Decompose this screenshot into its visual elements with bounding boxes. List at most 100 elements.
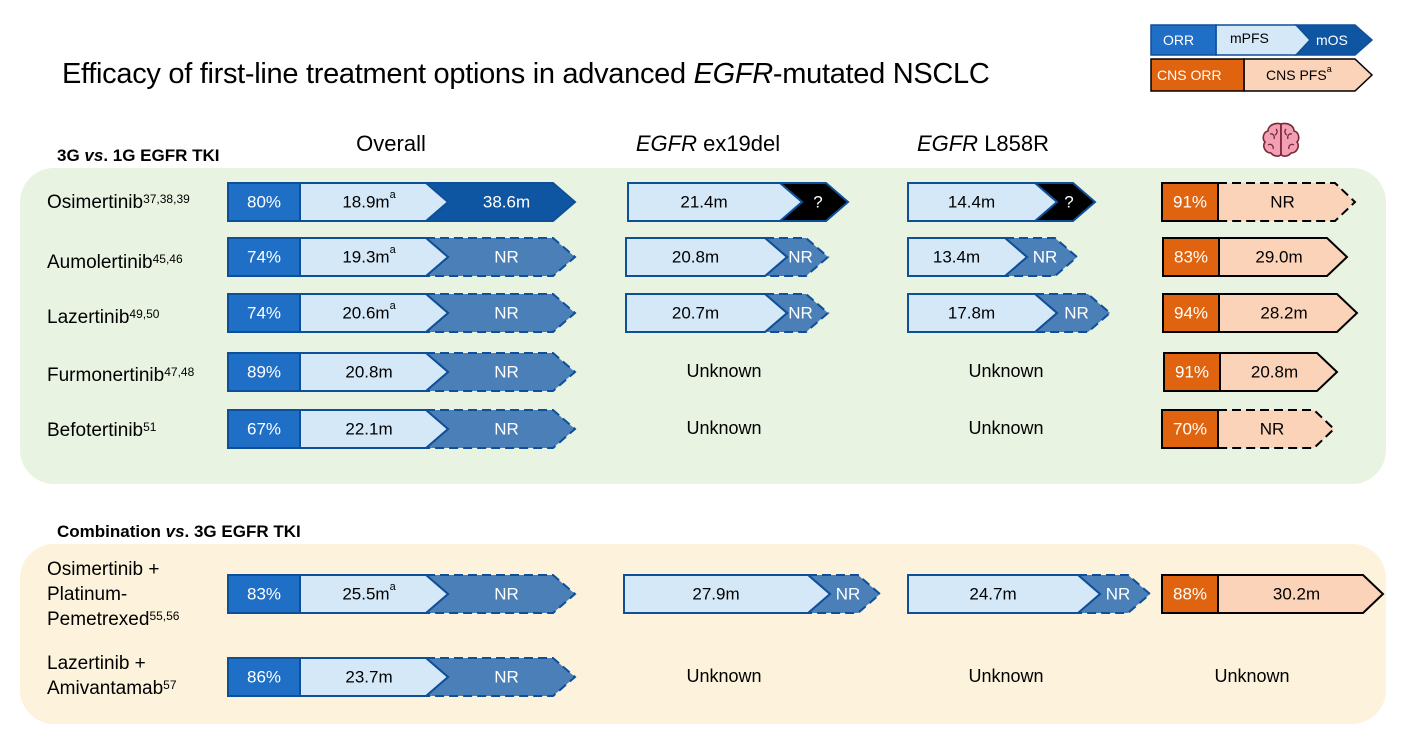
drug-name-line: Platinum- <box>47 583 128 605</box>
cns-pfs-value: 28.2m <box>1260 304 1307 323</box>
mos-value: NR <box>494 668 519 687</box>
unknown-label: Unknown <box>686 418 762 438</box>
drug-name-line: Lazertinib + <box>47 653 146 674</box>
os-value: NR <box>1106 585 1131 604</box>
legend-orr-swatch <box>1150 24 1217 56</box>
unknown-label: Unknown <box>1214 666 1290 686</box>
mpfs-value: 23.7m <box>345 668 392 687</box>
orr-segment <box>227 182 301 222</box>
overall-bar: 86% 23.7m NR <box>227 657 577 697</box>
drug-name-line: Pemetrexed55,56 <box>47 608 180 630</box>
cns-pfs-value: NR <box>1260 420 1285 439</box>
cns-orr-value: 83% <box>1174 248 1208 267</box>
ex19del-bar: 20.8m NR <box>625 237 830 277</box>
l858r-bar: 13.4m NR <box>907 237 1079 277</box>
cns-bar: 91% 20.8m <box>1163 352 1339 392</box>
cns-pfs-value: NR <box>1270 193 1295 212</box>
legend-cns-pfs-label: CNS PFSa <box>1266 64 1332 83</box>
orr-value: 80% <box>247 193 281 212</box>
pfs-segment <box>907 293 1059 333</box>
drug-label: Lazertinib + Amivantamab57 <box>47 651 177 701</box>
reference-superscript: 55,56 <box>149 608 180 623</box>
page-title: Efficacy of first-line treatment options… <box>62 58 990 90</box>
orr-value: 89% <box>247 363 281 382</box>
pfs-segment <box>625 293 789 333</box>
drug-label: Furmonertinib47,48 <box>47 363 194 388</box>
section-label-combination: Combination vs. 3G EGFR TKI <box>57 522 301 541</box>
mos-value: NR <box>494 585 519 604</box>
drug-label: Osimertinib + Platinum- Pemetrexed55,56 <box>47 557 179 632</box>
overall-bar: 83% 25.5ma NR <box>227 574 577 614</box>
mpfs-value: 18.9ma <box>342 189 396 212</box>
pfs-value: 21.4m <box>680 193 727 212</box>
reference-superscript: 57 <box>163 678 177 692</box>
cns-orr-segment <box>1163 352 1221 392</box>
pfs-value: 20.8m <box>672 248 719 267</box>
mpfs-value: 19.3ma <box>342 244 396 267</box>
os-value: NR <box>836 585 861 604</box>
unknown-label: Unknown <box>968 361 1044 381</box>
orr-segment <box>227 237 301 277</box>
overall-bar: 74% 20.6ma NR <box>227 293 577 333</box>
reference-superscript: 49,50 <box>129 306 160 321</box>
mos-value: NR <box>494 420 519 439</box>
ex19del-bar: 20.7m NR <box>625 293 830 333</box>
legend-mos-label: mOS <box>1316 32 1348 48</box>
mpfs-value: 20.6ma <box>342 300 396 323</box>
pfs-value: 14.4m <box>948 193 995 212</box>
pfs-value: 20.7m <box>672 304 719 323</box>
orr-value: 83% <box>247 585 281 604</box>
drug-label: Osimertinib37,38,39 <box>47 190 190 215</box>
cns-orr-segment <box>1161 409 1219 449</box>
pfs-segment <box>627 182 804 222</box>
overall-bar: 74% 19.3ma NR <box>227 237 577 277</box>
os-value: NR <box>1064 304 1089 323</box>
os-value: NR <box>788 248 813 267</box>
brain-icon <box>1262 122 1300 157</box>
cns-bar: 83% 29.0m <box>1162 237 1349 277</box>
drug-label: Lazertinib49,50 <box>47 305 159 330</box>
unknown-label: Unknown <box>968 418 1044 438</box>
reference-superscript: 45,46 <box>152 251 183 266</box>
legend-orr-label: ORR <box>1163 32 1194 48</box>
orr-segment <box>227 352 301 392</box>
cns-pfs-value: 29.0m <box>1255 248 1302 267</box>
unknown-label: Unknown <box>968 666 1044 686</box>
drug-name-line: Lazertinib49,50 <box>47 306 160 328</box>
column-header-l858r: EGFR L858R <box>916 131 1050 156</box>
legend-cns-orr-label: CNS ORR <box>1157 67 1222 83</box>
cns-orr-value: 94% <box>1174 304 1208 323</box>
overall-bar: 89% 20.8m NR <box>227 352 577 392</box>
ex19del-bar: 21.4m? <box>627 182 850 222</box>
cns-orr-segment <box>1162 293 1220 333</box>
mos-value: 38.6m <box>483 193 530 212</box>
l858r-bar: 17.8m NR <box>907 293 1112 333</box>
legend-mpfs-label: mPFS <box>1230 30 1269 46</box>
cns-orr-value: 91% <box>1175 363 1209 382</box>
pfs-segment <box>907 574 1102 614</box>
orr-value: 86% <box>247 668 281 687</box>
pfs-value: 17.8m <box>948 304 995 323</box>
cns-pfs-value: 20.8m <box>1251 363 1298 382</box>
column-header-overall: Overall <box>356 131 426 156</box>
overall-bar: 67% 22.1m NR <box>227 409 577 449</box>
pfs-value: 27.9m <box>692 585 739 604</box>
unknown-label: Unknown <box>686 361 762 381</box>
mos-value: NR <box>494 304 519 323</box>
cns-orr-value: 91% <box>1173 193 1207 212</box>
orr-segment <box>227 293 301 333</box>
l858r-bar: 24.7m NR <box>907 574 1152 614</box>
cns-orr-value: 70% <box>1173 420 1207 439</box>
os-segment <box>1032 293 1112 333</box>
mpfs-value: 22.1m <box>345 420 392 439</box>
reference-superscript: 47,48 <box>164 364 195 379</box>
cns-orr-segment <box>1162 237 1220 277</box>
cns-bar: 70% NR <box>1161 409 1336 449</box>
os-value: NR <box>1033 248 1058 267</box>
reference-superscript: 51 <box>143 419 157 434</box>
ex19del-bar: 27.9m NR <box>623 574 882 614</box>
cns-orr-value: 88% <box>1173 585 1207 604</box>
drug-name-line: Osimertinib37,38,39 <box>47 191 190 213</box>
drug-name-line: Befotertinib51 <box>47 419 157 441</box>
